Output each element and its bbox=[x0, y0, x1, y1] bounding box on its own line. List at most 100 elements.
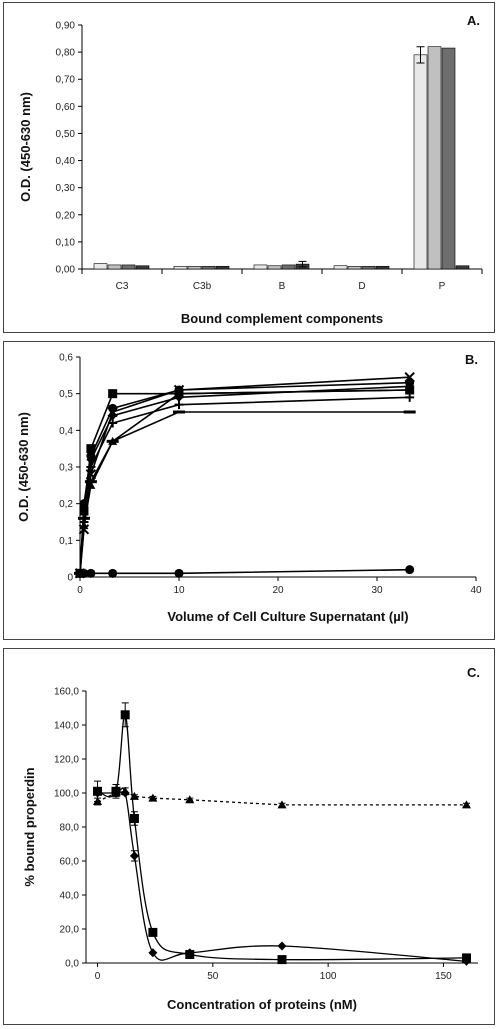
chart-a-svg: 0,00 0,10 0,20 0,30 0,40 0,50 0,60 0,70 0,80 0,90… bbox=[18, 13, 483, 326]
y-tick-label: 0,50 bbox=[56, 129, 76, 140]
series-line bbox=[79, 389, 410, 574]
bar bbox=[93, 263, 108, 270]
bar bbox=[135, 265, 150, 270]
data-point bbox=[174, 389, 184, 398]
chart-c-svg: 0,0 20,0 40,0 60,0 80,0 100,0 120,0 140,0 160,0 0… bbox=[22, 665, 480, 1012]
y-tick-label: 120,0 bbox=[54, 755, 79, 766]
bar bbox=[333, 265, 348, 270]
data-point bbox=[129, 851, 139, 861]
series-line bbox=[79, 385, 410, 574]
x-category-label: D bbox=[358, 281, 365, 292]
data-point bbox=[108, 411, 118, 421]
panel-b-chart: 0 0,1 0,2 0,3 0,4 0,5 0,6 0 10 20 30 40 O.D. (450-63… bbox=[3, 341, 495, 640]
y-tick-label: 0,5 bbox=[59, 389, 73, 400]
chart-b-svg: 0 0,1 0,2 0,3 0,4 0,5 0,6 0 10 20 30 40 O.D. (450-63… bbox=[16, 352, 482, 624]
y-tick-label: 0 bbox=[67, 573, 73, 584]
y-tick-label: 0,20 bbox=[56, 210, 76, 221]
bar bbox=[107, 264, 122, 270]
y-tick-label: 0,4 bbox=[59, 426, 73, 437]
data-point bbox=[404, 371, 415, 383]
series-line bbox=[80, 568, 410, 575]
data-point bbox=[461, 800, 471, 809]
series-line bbox=[79, 396, 410, 574]
bar bbox=[347, 265, 362, 270]
y-tick-label: 0,00 bbox=[56, 265, 76, 276]
bar bbox=[187, 265, 202, 270]
bar bbox=[267, 265, 282, 270]
y-axis-title: O.D. (450-630 nm) bbox=[16, 412, 31, 522]
panel-label: C. bbox=[467, 665, 480, 680]
bar bbox=[427, 46, 442, 270]
data-point bbox=[86, 455, 96, 465]
series-line bbox=[97, 790, 467, 806]
data-point bbox=[148, 948, 158, 958]
data-point bbox=[86, 480, 96, 489]
panel-label: B. bbox=[465, 352, 478, 367]
bar bbox=[441, 47, 456, 270]
data-point bbox=[108, 389, 118, 399]
bar bbox=[361, 265, 376, 270]
series-line bbox=[79, 376, 410, 574]
x-axis-title: Volume of Cell Culture Supernatant (µl) bbox=[167, 609, 408, 624]
data-point bbox=[148, 793, 158, 802]
data-point bbox=[277, 955, 287, 965]
y-tick-label: 0,10 bbox=[56, 237, 76, 248]
x-tick-label: 40 bbox=[470, 585, 482, 596]
data-point bbox=[405, 392, 415, 402]
y-tick-label: 0,30 bbox=[56, 183, 76, 194]
data-point bbox=[79, 568, 89, 578]
bar bbox=[281, 264, 296, 270]
data-point bbox=[185, 948, 195, 958]
x-tick-label: 0 bbox=[77, 585, 83, 596]
series-line bbox=[97, 787, 467, 962]
panel-a-chart: 0,00 0,10 0,20 0,30 0,40 0,50 0,60 0,70 0,80 0,90… bbox=[3, 2, 495, 333]
data-point bbox=[86, 568, 96, 578]
y-axis-title: O.D. (450-630 nm) bbox=[18, 92, 33, 202]
y-tick-label: 0,90 bbox=[56, 21, 76, 32]
x-tick-label: 0 bbox=[95, 971, 101, 982]
series-line bbox=[97, 714, 467, 961]
data-point bbox=[86, 444, 96, 454]
y-tick-label: 0,3 bbox=[59, 463, 73, 474]
data-point bbox=[277, 800, 287, 809]
data-point bbox=[403, 410, 416, 414]
x-tick-label: 50 bbox=[207, 971, 219, 982]
data-point bbox=[461, 956, 471, 966]
y-tick-label: 40,0 bbox=[60, 891, 80, 902]
data-point bbox=[148, 927, 158, 937]
y-tick-label: 0,2 bbox=[59, 499, 73, 510]
data-point bbox=[79, 521, 89, 530]
data-point bbox=[108, 436, 118, 445]
y-tick-label: 140,0 bbox=[54, 721, 79, 732]
y-axis-title: % bound properdin bbox=[22, 767, 37, 886]
data-point bbox=[405, 565, 415, 575]
data-point bbox=[277, 941, 287, 951]
y-tick-label: 0,80 bbox=[56, 48, 76, 59]
y-tick-label: 0,60 bbox=[56, 102, 76, 113]
bar bbox=[201, 265, 216, 270]
y-tick-label: 0,6 bbox=[59, 353, 73, 364]
data-point bbox=[108, 568, 118, 578]
bar bbox=[455, 265, 470, 270]
bar bbox=[413, 54, 428, 270]
data-point bbox=[405, 385, 415, 394]
y-tick-label: 0,40 bbox=[56, 156, 76, 167]
y-tick-label: 0,1 bbox=[59, 536, 73, 547]
panel-c-chart: 0,0 20,0 40,0 60,0 80,0 100,0 120,0 140,0 160,0 0… bbox=[3, 648, 495, 1025]
x-tick-label: 30 bbox=[371, 585, 383, 596]
data-point bbox=[120, 786, 130, 795]
data-point bbox=[120, 710, 130, 720]
y-tick-label: 0,0 bbox=[65, 959, 79, 970]
bar bbox=[121, 264, 136, 270]
data-point bbox=[174, 568, 184, 578]
y-tick-label: 100,0 bbox=[54, 789, 79, 800]
x-tick-label: 150 bbox=[435, 971, 452, 982]
error-bar bbox=[416, 46, 425, 64]
bar bbox=[375, 265, 390, 270]
y-tick-label: 60,0 bbox=[60, 857, 80, 868]
data-point bbox=[173, 410, 185, 414]
x-axis-title: Bound complement components bbox=[181, 311, 383, 326]
x-axis-title: Concentration of proteins (nM) bbox=[167, 997, 357, 1012]
x-category-label: B bbox=[279, 281, 286, 292]
bar bbox=[253, 264, 268, 270]
